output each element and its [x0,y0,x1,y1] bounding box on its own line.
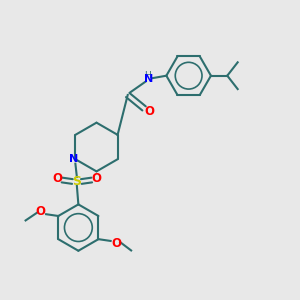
Text: O: O [35,205,45,218]
Text: N: N [69,154,79,164]
Text: N: N [144,74,153,84]
Text: S: S [72,175,81,188]
Text: O: O [52,172,62,185]
Text: O: O [112,237,122,250]
Text: O: O [144,105,154,118]
Text: H: H [144,70,150,80]
Text: O: O [92,172,102,185]
